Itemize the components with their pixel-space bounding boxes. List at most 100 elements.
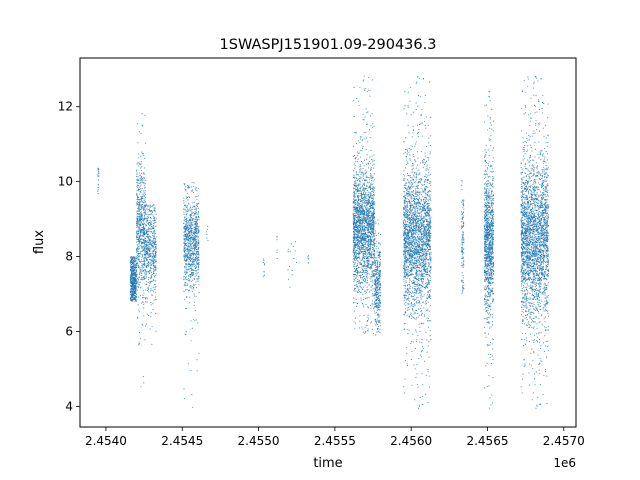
data-point	[369, 177, 371, 179]
data-point	[369, 253, 371, 255]
data-point	[191, 253, 193, 254]
data-point	[190, 227, 192, 229]
data-point	[187, 222, 189, 224]
data-point	[142, 260, 144, 262]
data-point	[368, 318, 370, 320]
data-point	[355, 208, 357, 210]
data-point	[195, 248, 197, 250]
data-point	[362, 228, 364, 230]
data-point	[147, 229, 149, 231]
data-point	[354, 255, 356, 256]
data-point	[135, 264, 137, 266]
data-point	[195, 208, 197, 210]
data-point	[193, 191, 194, 193]
data-point	[144, 192, 146, 194]
data-point	[140, 204, 142, 206]
data-point	[193, 259, 195, 260]
data-point	[287, 251, 289, 253]
data-point	[146, 245, 148, 247]
data-point	[140, 176, 142, 178]
data-point	[363, 210, 364, 212]
data-point	[142, 194, 144, 195]
data-point	[150, 239, 151, 241]
data-point	[373, 194, 375, 195]
data-point	[370, 229, 372, 231]
data-point	[357, 151, 359, 153]
data-point	[355, 172, 357, 174]
data-point	[144, 269, 146, 271]
data-point	[136, 280, 138, 282]
data-point	[195, 217, 197, 219]
data-point	[376, 290, 378, 292]
data-point	[153, 207, 155, 209]
data-point	[366, 289, 368, 291]
data-point	[134, 265, 136, 267]
data-point	[137, 179, 138, 181]
data-point	[155, 296, 156, 298]
data-point	[136, 251, 138, 253]
data-point	[137, 230, 139, 232]
data-point	[142, 294, 144, 296]
data-point	[263, 274, 265, 276]
data-point	[365, 324, 367, 326]
data-point	[357, 194, 359, 196]
data-point	[375, 273, 377, 275]
data-point	[193, 262, 195, 264]
data-point	[291, 270, 293, 271]
data-point	[132, 277, 134, 279]
data-point	[189, 267, 191, 269]
data-point	[375, 242, 377, 244]
data-point	[133, 263, 135, 265]
data-point	[371, 256, 373, 258]
data-point	[143, 204, 145, 206]
data-point	[371, 237, 373, 239]
data-point	[353, 228, 355, 230]
data-point	[195, 222, 197, 224]
data-point	[143, 216, 145, 218]
data-point	[188, 247, 190, 249]
data-point	[357, 233, 359, 235]
data-point	[149, 270, 151, 272]
data-point	[356, 230, 358, 232]
data-point	[186, 260, 188, 262]
data-point	[187, 221, 189, 223]
data-point	[130, 294, 132, 296]
data-point	[147, 217, 149, 219]
data-point	[368, 217, 370, 219]
data-point	[150, 220, 152, 222]
data-point	[371, 174, 373, 176]
data-point	[362, 221, 363, 223]
data-point	[372, 332, 374, 334]
data-point	[360, 261, 362, 263]
data-point	[378, 296, 380, 298]
data-point	[353, 251, 355, 253]
data-point	[150, 254, 152, 256]
data-point	[150, 222, 152, 224]
data-point	[364, 236, 366, 238]
data-point	[365, 193, 366, 195]
data-point	[135, 298, 137, 300]
data-point	[185, 205, 186, 207]
data-point	[371, 218, 373, 220]
data-point	[139, 272, 141, 274]
data-point	[144, 297, 146, 299]
data-point	[137, 222, 139, 224]
data-point	[194, 224, 196, 226]
data-point	[358, 209, 360, 211]
data-point	[367, 234, 369, 236]
data-point	[368, 211, 370, 213]
data-point	[188, 235, 190, 237]
data-point	[137, 185, 139, 186]
data-point	[153, 255, 155, 257]
data-point	[190, 287, 192, 289]
data-point	[138, 204, 140, 206]
data-point	[183, 246, 185, 248]
data-point	[137, 283, 139, 285]
data-point	[139, 231, 141, 233]
data-point	[193, 269, 195, 271]
data-point	[379, 322, 381, 324]
data-point	[190, 217, 192, 219]
data-point	[362, 172, 364, 174]
data-point	[371, 79, 373, 81]
